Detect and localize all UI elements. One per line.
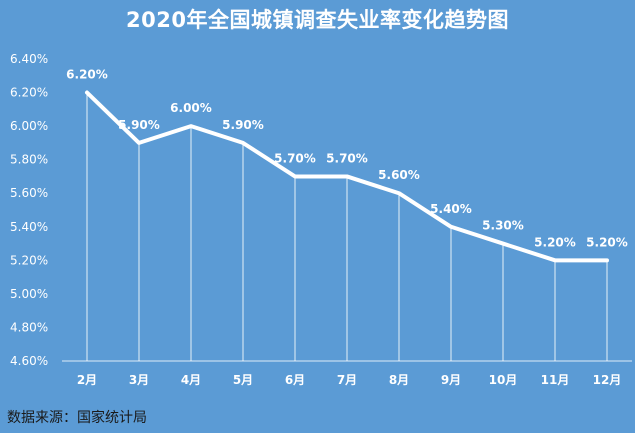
y-tick-label: 5.00% bbox=[10, 287, 48, 301]
x-tick-label: 11月 bbox=[541, 373, 570, 387]
drop-lines bbox=[86, 92, 608, 361]
y-tick-label: 6.00% bbox=[10, 119, 48, 133]
data-label: 5.20% bbox=[586, 235, 628, 249]
x-tick-label: 12月 bbox=[593, 373, 622, 387]
data-label: 5.70% bbox=[326, 151, 368, 165]
y-tick-label: 5.60% bbox=[10, 186, 48, 200]
x-tick-label: 9月 bbox=[441, 373, 461, 387]
x-tick-label: 8月 bbox=[389, 373, 409, 387]
x-tick-label: 10月 bbox=[489, 373, 518, 387]
y-tick-label: 6.20% bbox=[10, 86, 48, 100]
data-label: 6.20% bbox=[66, 68, 108, 82]
series-line bbox=[85, 90, 609, 263]
data-label: 6.00% bbox=[170, 101, 212, 115]
x-tick-label: 5月 bbox=[233, 373, 253, 387]
y-tick-label: 4.60% bbox=[10, 354, 48, 368]
x-tick-label: 4月 bbox=[181, 373, 201, 387]
data-label: 5.20% bbox=[534, 235, 576, 249]
data-label: 5.90% bbox=[118, 118, 160, 132]
x-tick-label: 7月 bbox=[337, 373, 357, 387]
series-line-layer bbox=[85, 90, 609, 263]
y-axis: 4.60% 4.80% 5.00% 5.20% 5.40% 5.60% 5.80% 6.00%… bbox=[10, 52, 48, 368]
y-tick-label: 6.40% bbox=[10, 52, 48, 66]
data-label: 5.90% bbox=[222, 118, 264, 132]
chart-title: 2020年全国城镇调查失业率变化趋势图 bbox=[126, 8, 509, 32]
data-label: 5.40% bbox=[430, 202, 472, 216]
x-tick-label: 3月 bbox=[129, 373, 149, 387]
source-note: 数据来源：国家统计局 bbox=[7, 410, 147, 426]
x-axis: 2月 3月 4月 5月 6月 7月 8月 9月 10月 11月 12月 bbox=[62, 360, 632, 387]
y-tick-label: 5.40% bbox=[10, 220, 48, 234]
data-label: 5.30% bbox=[482, 219, 524, 233]
x-tick-label: 6月 bbox=[285, 373, 305, 387]
x-tick-label: 2月 bbox=[77, 373, 97, 387]
data-label: 5.60% bbox=[378, 168, 420, 182]
y-tick-label: 5.20% bbox=[10, 253, 48, 267]
data-labels: 6.20% 5.90% 6.00% 5.90% 5.70% 5.70% 5.60% 5.40%… bbox=[66, 68, 628, 250]
y-tick-label: 4.80% bbox=[10, 320, 48, 334]
data-label: 5.70% bbox=[274, 151, 316, 165]
y-tick-label: 5.80% bbox=[10, 153, 48, 167]
